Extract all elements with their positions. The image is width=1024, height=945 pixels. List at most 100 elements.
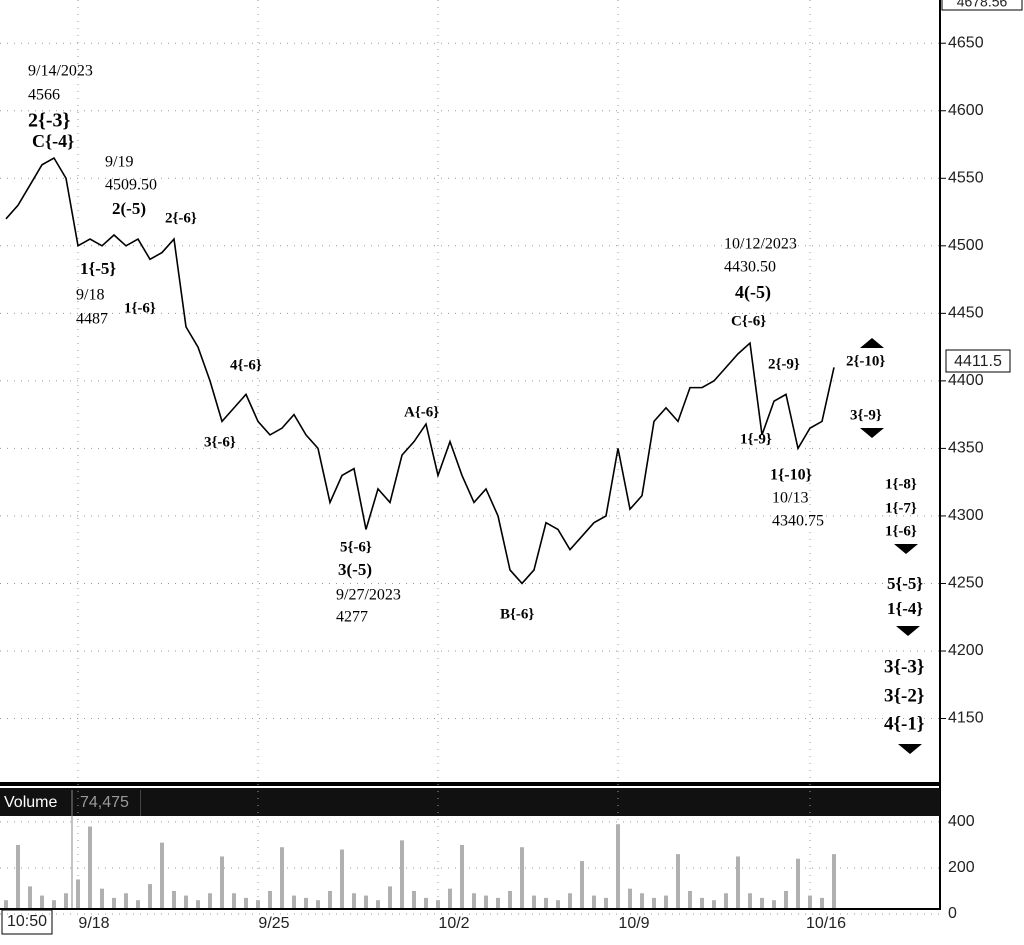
wave-label: 4340.75 — [772, 513, 824, 530]
wave-label: 1{-4} — [887, 599, 923, 618]
volume-bar — [40, 895, 44, 908]
wave-label: C{-6} — [731, 313, 766, 329]
volume-bar — [760, 897, 764, 908]
wave-label: 1{-5} — [80, 259, 116, 278]
y-tick-label: 4350 — [948, 440, 984, 457]
volume-bar — [676, 854, 680, 908]
wave-label: 2{-9} — [768, 356, 800, 372]
wave-label: 4430.50 — [724, 259, 776, 276]
volume-tick-label: 400 — [948, 813, 975, 830]
volume-bar — [220, 856, 224, 908]
volume-title: Volume — [4, 794, 57, 811]
last-price-flag — [945, 349, 1011, 373]
plot-area — [0, 0, 940, 782]
wave-label: 9/18 — [76, 287, 104, 304]
y-tick-label: 4200 — [948, 642, 984, 659]
volume-bar — [568, 893, 572, 908]
wave-label: 1{-9} — [740, 431, 772, 447]
arrows — [860, 338, 922, 754]
x-tick-label: 10/16 — [806, 915, 846, 932]
price-line — [5, 156, 835, 585]
volume-bar — [304, 897, 308, 908]
wave-label: 4566 — [28, 87, 60, 104]
down-arrow — [894, 544, 918, 554]
wave-label: 9/27/2023 — [336, 587, 401, 604]
wave-label: 4(-5) — [735, 282, 771, 303]
volume-bar — [736, 856, 740, 908]
wave-label: 3{-6} — [204, 434, 236, 450]
volume-bar — [604, 897, 608, 908]
volume-bar — [472, 893, 476, 908]
volume-bar — [328, 890, 332, 908]
wave-label: 2{-10} — [846, 353, 885, 369]
volume-bar — [664, 895, 668, 908]
price-flag — [941, 0, 1023, 11]
volume-bar — [424, 897, 428, 908]
volume-bar — [388, 886, 392, 908]
wave-label: 3{-2} — [884, 685, 924, 706]
wave-label: 1{-8} — [885, 476, 917, 492]
volume-bar — [628, 888, 632, 908]
volume-bar — [112, 897, 116, 908]
volume-bar — [4, 900, 8, 908]
volume-bar — [496, 897, 500, 908]
volume-bar — [544, 897, 548, 908]
y-tick-label: 4400 — [948, 372, 984, 389]
volume-bar — [700, 897, 704, 908]
volume-bar — [364, 895, 368, 908]
wave-label: 2{-3} — [28, 110, 71, 132]
volume-bar — [724, 893, 728, 908]
wave-label: 9/19 — [105, 154, 133, 171]
wave-label: 2{-6} — [165, 210, 197, 226]
volume-bar — [484, 895, 488, 908]
volume-bar — [208, 893, 212, 908]
volume-bar — [100, 888, 104, 908]
volume-bar — [652, 897, 656, 908]
wave-label: 4{-6} — [230, 357, 262, 373]
volume-bar — [52, 900, 56, 908]
divider — [0, 782, 940, 786]
wave-label: B{-6} — [500, 606, 534, 622]
last-price: 4411.5 — [954, 353, 1002, 370]
volume-bar — [16, 844, 20, 908]
y-tick-label: 4150 — [948, 710, 984, 727]
wave-label: 3{-9} — [850, 407, 882, 423]
wave-label: 1{-6} — [885, 523, 917, 539]
time-box — [1, 909, 53, 935]
volume-bar — [772, 900, 776, 908]
wave-label: C{-4} — [32, 131, 74, 151]
wave-label: 10/13 — [772, 490, 808, 507]
volume-bar — [460, 844, 464, 908]
volume-bar — [508, 890, 512, 908]
wave-label: 10/12/2023 — [724, 236, 797, 253]
volume-bar — [292, 895, 296, 908]
x-tick-label: 9/25 — [258, 915, 289, 932]
volume-bar — [88, 826, 92, 908]
volume-bar — [400, 840, 404, 908]
y-tick-label: 4450 — [948, 305, 984, 322]
volume-bar — [712, 900, 716, 908]
volume-tick-label: 0 — [948, 905, 957, 922]
volume-header-sep — [140, 790, 141, 816]
wave-label: 5{-6} — [340, 539, 372, 555]
volume-bar — [532, 895, 536, 908]
volume-bar — [64, 893, 68, 908]
wave-label: 4{-1} — [884, 713, 924, 734]
wave-label: 9/14/2023 — [28, 63, 93, 80]
volume-bar — [448, 888, 452, 908]
volume-bar — [76, 879, 80, 908]
wave-label: 1{-6} — [124, 300, 156, 316]
wave-label: 3{-3} — [884, 656, 924, 677]
volume-bar — [820, 897, 824, 908]
x-tick-label: 10/2 — [438, 915, 469, 932]
wave-label: 2(-5) — [112, 199, 146, 218]
volume-bar — [184, 895, 188, 908]
up-arrow — [860, 338, 884, 348]
volume-bar — [796, 858, 800, 908]
y-tick-label: 4600 — [948, 102, 984, 119]
volume-bar — [136, 900, 140, 908]
top-price: 4678.56 — [957, 0, 1008, 10]
volume-bar — [256, 900, 260, 908]
